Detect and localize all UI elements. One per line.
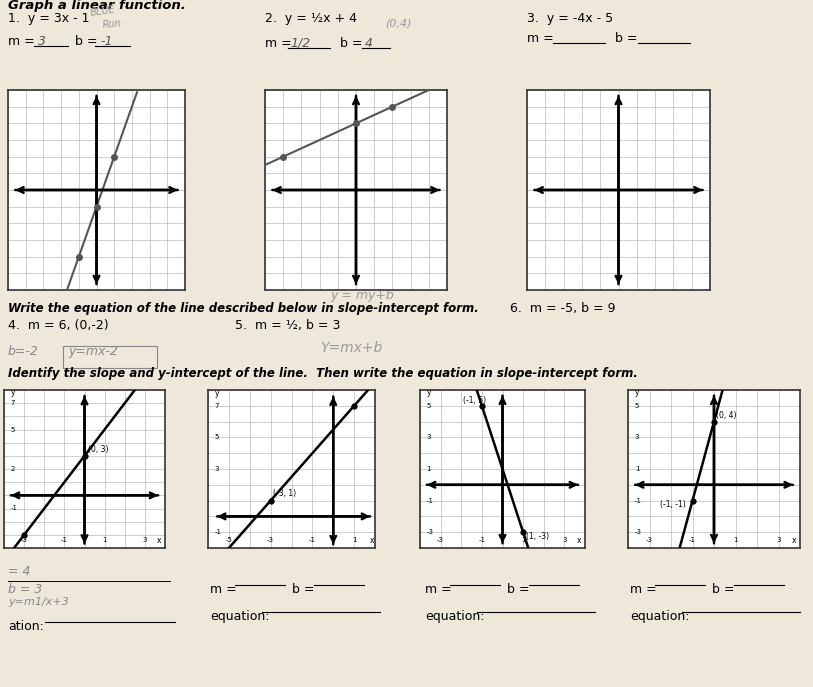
Text: -1: -1 xyxy=(635,497,642,504)
Text: Graph a linear function.: Graph a linear function. xyxy=(8,0,185,12)
Text: b =: b = xyxy=(712,583,734,596)
Text: 3: 3 xyxy=(215,466,220,472)
Text: b =: b = xyxy=(75,35,98,48)
Text: y: y xyxy=(427,387,431,396)
Text: m =: m = xyxy=(210,583,237,596)
Text: b =: b = xyxy=(340,37,363,50)
Text: -1: -1 xyxy=(61,537,67,543)
Text: y: y xyxy=(215,390,220,398)
Text: -3: -3 xyxy=(267,537,274,543)
Text: 1: 1 xyxy=(635,466,639,472)
Text: 4: 4 xyxy=(365,37,373,50)
Text: b=-2: b=-2 xyxy=(8,345,39,358)
Text: 3: 3 xyxy=(562,537,567,543)
Text: 10.: 10. xyxy=(633,400,650,410)
Text: -3: -3 xyxy=(427,529,433,535)
Text: 1: 1 xyxy=(352,537,356,543)
Text: m =: m = xyxy=(527,32,554,45)
Text: -3: -3 xyxy=(635,529,642,535)
Text: 3: 3 xyxy=(635,434,639,440)
Text: 2: 2 xyxy=(11,466,15,472)
Text: y=mx-2: y=mx-2 xyxy=(68,345,118,358)
Text: Y=mx+b: Y=mx+b xyxy=(320,341,382,355)
Text: 3.  y = -4x - 5: 3. y = -4x - 5 xyxy=(527,12,613,25)
Text: equation:: equation: xyxy=(210,610,269,623)
Text: 2.  y = ½x + 4: 2. y = ½x + 4 xyxy=(265,12,357,25)
Text: 8.: 8. xyxy=(213,400,224,410)
Text: -1: -1 xyxy=(215,529,222,535)
Text: y=m1/x+3: y=m1/x+3 xyxy=(8,597,69,607)
Text: -5: -5 xyxy=(225,537,233,543)
Text: 3: 3 xyxy=(427,434,431,440)
Text: -3: -3 xyxy=(437,537,444,543)
Text: 5: 5 xyxy=(11,427,15,433)
Text: (0,4): (0,4) xyxy=(385,18,411,28)
Text: 4.  m = 6, (0,-2): 4. m = 6, (0,-2) xyxy=(8,319,109,332)
Text: b =: b = xyxy=(507,583,529,596)
Text: 1: 1 xyxy=(102,537,107,543)
Text: -1: -1 xyxy=(309,537,316,543)
Text: -1: -1 xyxy=(427,497,433,504)
Text: b =: b = xyxy=(292,583,315,596)
Text: x: x xyxy=(370,537,374,545)
Text: (0, 4): (0, 4) xyxy=(716,412,737,420)
Text: 5.  m = ½, b = 3: 5. m = ½, b = 3 xyxy=(235,319,341,332)
Text: 9.: 9. xyxy=(425,400,436,410)
Text: ation:: ation: xyxy=(8,620,44,633)
Text: -1: -1 xyxy=(689,537,696,543)
Text: 3: 3 xyxy=(142,537,147,543)
Text: x: x xyxy=(577,537,581,545)
Text: 7: 7 xyxy=(11,400,15,406)
Text: 5: 5 xyxy=(215,434,219,440)
Text: (-1, 5): (-1, 5) xyxy=(463,396,486,405)
Text: y: y xyxy=(635,387,639,396)
Text: m =: m = xyxy=(630,583,657,596)
Text: (-1, -1): (-1, -1) xyxy=(660,500,686,509)
Text: 1/2: 1/2 xyxy=(290,37,311,50)
Text: 6.  m = -5, b = 9: 6. m = -5, b = 9 xyxy=(510,302,615,315)
Text: 3: 3 xyxy=(776,537,780,543)
Text: (0, 3): (0, 3) xyxy=(88,445,108,454)
Text: -1: -1 xyxy=(11,506,17,512)
Text: m =: m = xyxy=(8,35,35,48)
Text: 1: 1 xyxy=(733,537,737,543)
Text: Identify the slope and y-intercept of the line.  Then write the equation in slop: Identify the slope and y-intercept of th… xyxy=(8,367,638,380)
Text: equation:: equation: xyxy=(630,610,689,623)
Text: 1: 1 xyxy=(521,537,525,543)
Text: equation:: equation: xyxy=(425,610,485,623)
Text: Write the equation of the line described below in slope-intercept form.: Write the equation of the line described… xyxy=(8,302,479,315)
Text: 7: 7 xyxy=(215,403,220,409)
Text: (1, -3): (1, -3) xyxy=(526,532,550,541)
Text: -3: -3 xyxy=(20,537,28,543)
Text: BLUE: BLUE xyxy=(90,5,116,18)
Text: 5: 5 xyxy=(427,403,431,409)
Text: x: x xyxy=(792,537,796,545)
Text: -1: -1 xyxy=(478,537,485,543)
Text: 1: 1 xyxy=(427,466,431,472)
Text: m =: m = xyxy=(265,37,292,50)
Text: -1: -1 xyxy=(100,35,112,48)
Text: m =: m = xyxy=(425,583,452,596)
Text: y = my+b: y = my+b xyxy=(330,289,393,302)
Text: 5: 5 xyxy=(635,403,639,409)
Text: (-3, 1): (-3, 1) xyxy=(272,489,296,498)
Text: 7.: 7. xyxy=(9,400,20,410)
Text: b = 3: b = 3 xyxy=(8,583,42,596)
Text: y: y xyxy=(11,388,15,397)
Text: x: x xyxy=(157,537,162,545)
Text: 1.  y = 3x - 1: 1. y = 3x - 1 xyxy=(8,12,89,25)
Text: Run: Run xyxy=(102,19,122,30)
Text: 8.: 8. xyxy=(215,400,226,410)
Text: 3: 3 xyxy=(38,35,46,48)
Text: -3: -3 xyxy=(646,537,653,543)
Text: = 4: = 4 xyxy=(8,565,31,578)
Text: b =: b = xyxy=(615,32,637,45)
